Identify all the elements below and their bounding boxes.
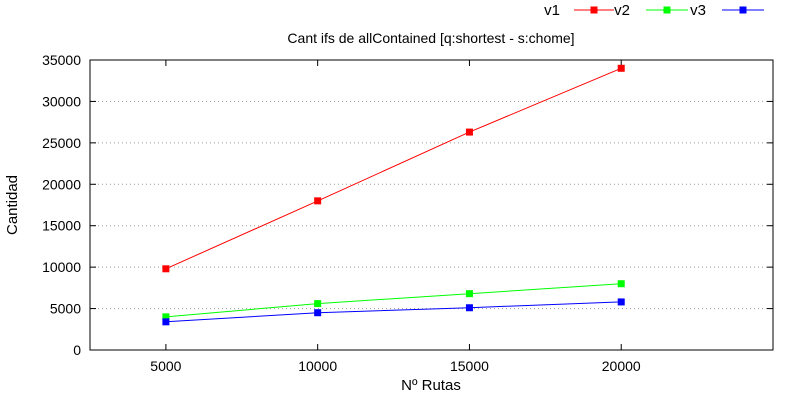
chart-title: Cant ifs de allContained [q:shortest - s… <box>287 30 574 46</box>
axes: 0 5000 10000 15000 20000 25000 30000 35000 5000 1… <box>42 52 773 374</box>
series-v3 <box>162 298 625 326</box>
y-tick-label: 15000 <box>42 218 81 234</box>
legend-marker <box>663 6 671 14</box>
x-tick-label: 20000 <box>602 358 641 374</box>
legend-marker <box>590 6 598 14</box>
data-point-v1 <box>617 64 625 72</box>
series-line-v3 <box>165 301 622 323</box>
x-axis-label: Nº Rutas <box>401 377 461 394</box>
series-line-v2 <box>165 283 622 318</box>
data-point-v3 <box>465 304 473 312</box>
data-point-v2 <box>465 290 473 298</box>
plot-frame <box>89 59 774 351</box>
series-v2 <box>162 280 625 321</box>
legend-label: v3 <box>690 2 706 19</box>
data-point-v1 <box>162 265 170 273</box>
y-tick-label: 35000 <box>42 52 81 68</box>
x-tick-label: 10000 <box>298 358 337 374</box>
data-point-v3 <box>314 309 322 317</box>
legend-item-v2: v2 <box>614 2 688 19</box>
data-point-v1 <box>465 128 473 136</box>
y-tick-label: 25000 <box>42 135 81 151</box>
y-tick-label: 10000 <box>42 259 81 275</box>
x-tick-label: 15000 <box>450 358 489 374</box>
legend-item-v3: v3 <box>690 2 764 19</box>
data-point-v2 <box>314 300 322 308</box>
legend-item-v1: v1 <box>544 2 614 19</box>
legend-marker <box>739 6 747 14</box>
data-point-v2 <box>617 280 625 288</box>
legend-label: v1 <box>544 2 560 19</box>
y-tick-label: 20000 <box>42 176 81 192</box>
y-tick-label: 0 <box>73 342 81 358</box>
y-axis-label: Cantidad <box>4 175 21 235</box>
legend: v1 v2 v3 <box>544 2 764 19</box>
data-point-v1 <box>314 197 322 205</box>
y-tick-label: 30000 <box>42 93 81 109</box>
x-tick-label: 5000 <box>150 358 181 374</box>
legend-label: v2 <box>614 2 630 19</box>
data-point-v2 <box>162 313 170 321</box>
series <box>162 64 625 326</box>
series-line-v1 <box>165 67 622 270</box>
y-tick-label: 5000 <box>50 301 81 317</box>
data-point-v3 <box>617 298 625 306</box>
series-v1 <box>162 64 625 273</box>
grid-lines <box>90 100 773 310</box>
data-point-v3 <box>162 318 170 326</box>
